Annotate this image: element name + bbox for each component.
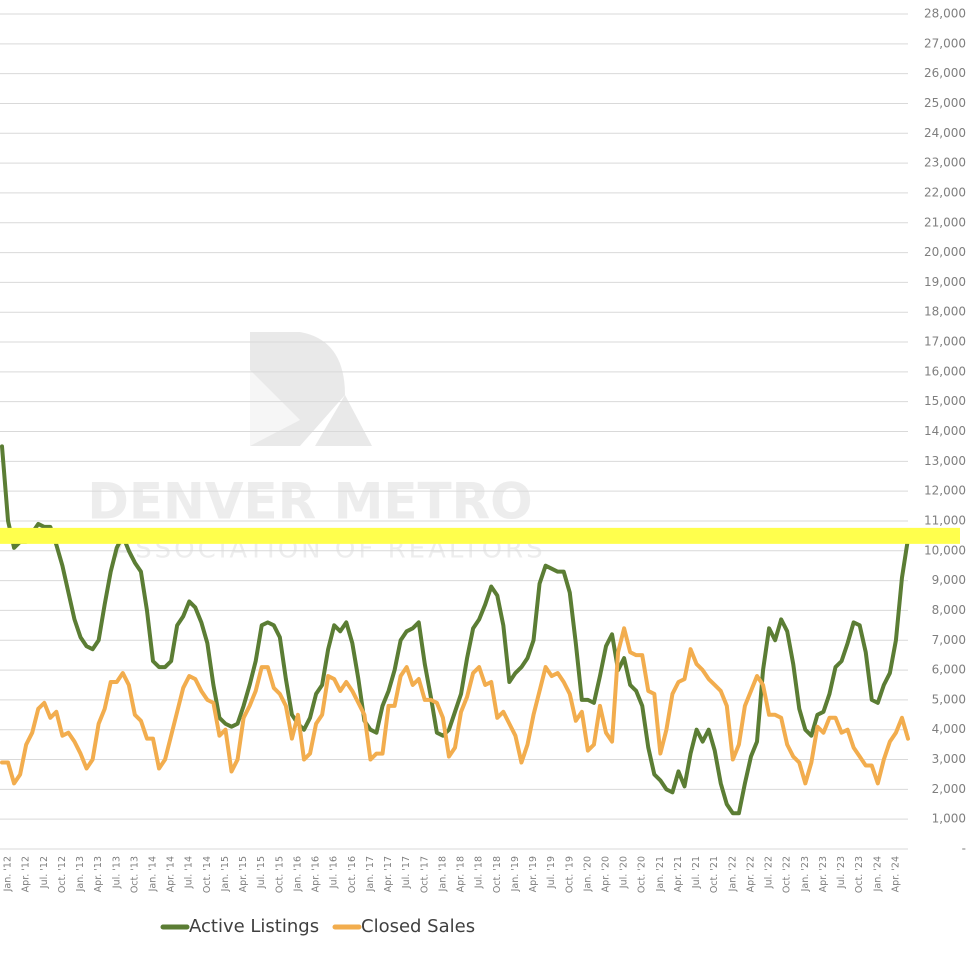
x-tick-label: Jan. '24	[872, 856, 883, 892]
x-tick-label: Jul. '20	[619, 856, 630, 889]
y-tick-label: 24,000	[924, 126, 966, 140]
y-tick-label: 3,000	[932, 752, 966, 766]
x-tick-label: Jul. '12	[39, 856, 50, 889]
x-tick-label: Oct. '21	[709, 856, 720, 893]
y-tick-label: 6,000	[932, 663, 966, 677]
x-tick-label: Oct. '20	[637, 856, 648, 893]
y-tick-label: 14,000	[924, 424, 966, 438]
x-tick-label: Jul. '17	[401, 856, 412, 889]
x-tick-label: Jul. '21	[691, 856, 702, 889]
x-tick-label: Jan. '18	[437, 856, 448, 892]
y-tick-label: 7,000	[932, 633, 966, 647]
x-tick-label: Apr. '12	[21, 856, 32, 892]
x-tick-label: Jan. '14	[148, 856, 159, 892]
series-line	[0, 626, 910, 786]
y-tick-label: 15,000	[924, 394, 966, 408]
x-tick-label: Apr. '13	[93, 856, 104, 892]
y-tick-label: 8,000	[932, 603, 966, 617]
legend: Active Listings Closed Sales	[160, 916, 475, 937]
x-tick-label: Oct. '16	[347, 856, 358, 893]
watermark-logo	[250, 332, 372, 446]
y-tick-label: 27,000	[924, 36, 966, 50]
y-tick-label: 11,000	[924, 513, 966, 527]
x-tick-label: Jan. '12	[3, 856, 14, 892]
y-tick-label: 4,000	[932, 722, 966, 736]
highlight-band	[0, 527, 960, 544]
x-tick-label: Apr. '21	[673, 856, 684, 892]
y-tick-label: 20,000	[924, 245, 966, 259]
x-tick-label: Apr. '19	[528, 856, 539, 892]
x-tick-label: Jan. '16	[292, 856, 303, 892]
x-tick-label: Jul. '22	[764, 856, 775, 889]
x-tick-label: Oct. '13	[129, 856, 140, 893]
x-tick-label: Oct. '18	[492, 856, 503, 893]
x-tick-label: Jul. '15	[256, 856, 267, 889]
y-tick-label: 9,000	[932, 573, 966, 587]
x-tick-label: Jul. '14	[184, 856, 195, 889]
y-tick-label: 5,000	[932, 692, 966, 706]
x-tick-label: Jul. '23	[836, 856, 847, 889]
y-tick-label: 17,000	[924, 335, 966, 349]
x-tick-label: Oct. '14	[202, 856, 213, 893]
y-tick-label: 28,000	[924, 7, 966, 21]
y-tick-label: 25,000	[924, 96, 966, 110]
x-tick-label: Apr. '16	[311, 856, 322, 892]
x-tick-label: Oct. '19	[564, 856, 575, 893]
x-tick-label: Apr. '20	[601, 856, 612, 892]
x-tick-label: Jan. '19	[510, 856, 521, 892]
x-tick-label: Jan. '22	[727, 856, 738, 892]
x-tick-label: Oct. '23	[854, 856, 865, 893]
y-tick-label: 18,000	[924, 305, 966, 319]
y-tick-label: 12,000	[924, 484, 966, 498]
x-tick-label: Jan. '21	[655, 856, 666, 892]
x-tick-label: Apr. '18	[456, 856, 467, 892]
y-tick-label: 10,000	[924, 543, 966, 557]
y-tick-label: 21,000	[924, 215, 966, 229]
plot	[0, 444, 960, 816]
y-tick-label: 26,000	[924, 66, 966, 80]
y-tick-label: 2,000	[932, 782, 966, 796]
x-tick-label: Oct. '22	[782, 856, 793, 893]
x-tick-label: Apr. '23	[818, 856, 829, 892]
x-tick-label: Jan. '15	[220, 856, 231, 892]
x-tick-label: Jul. '16	[329, 856, 340, 889]
y-tick-label: 19,000	[924, 275, 966, 289]
x-tick-label: Jan. '17	[365, 856, 376, 892]
y-tick-label: 22,000	[924, 185, 966, 199]
y-tick-label: 16,000	[924, 364, 966, 378]
x-tick-label: Jul. '19	[546, 856, 557, 889]
x-tick-label: Oct. '15	[274, 856, 285, 893]
y-tick-label: -	[962, 842, 966, 856]
x-tick-label: Oct. '17	[419, 856, 430, 893]
x-tick-label: Jul. '13	[111, 856, 122, 889]
legend-label: Active Listings	[189, 916, 319, 937]
x-tick-label: Apr. '15	[238, 856, 249, 892]
x-tick-label: Apr. '24	[890, 856, 901, 892]
x-tick-label: Jul. '18	[474, 856, 485, 889]
x-tick-label: Jan. '23	[800, 856, 811, 892]
y-tick-label: 23,000	[924, 156, 966, 170]
grid	[0, 13, 908, 850]
y-tick-label: 1,000	[932, 812, 966, 826]
x-tick-label: Jan. '13	[75, 856, 86, 892]
x-tick-label: Jan. '20	[582, 856, 593, 892]
x-tick-label: Oct. '12	[57, 856, 68, 893]
x-tick-label: Apr. '22	[745, 856, 756, 892]
y-tick-label: 13,000	[924, 454, 966, 468]
axes: - 1,000 2,000 3,000 4,000 5,000 6,000 7,000 8,00…	[3, 7, 966, 894]
x-tick-label: Apr. '17	[383, 856, 394, 892]
series-line	[0, 444, 910, 816]
x-tick-label: Apr. '14	[166, 856, 177, 892]
legend-label: Closed Sales	[361, 916, 475, 937]
watermark-text: DENVER METRO	[87, 473, 532, 531]
